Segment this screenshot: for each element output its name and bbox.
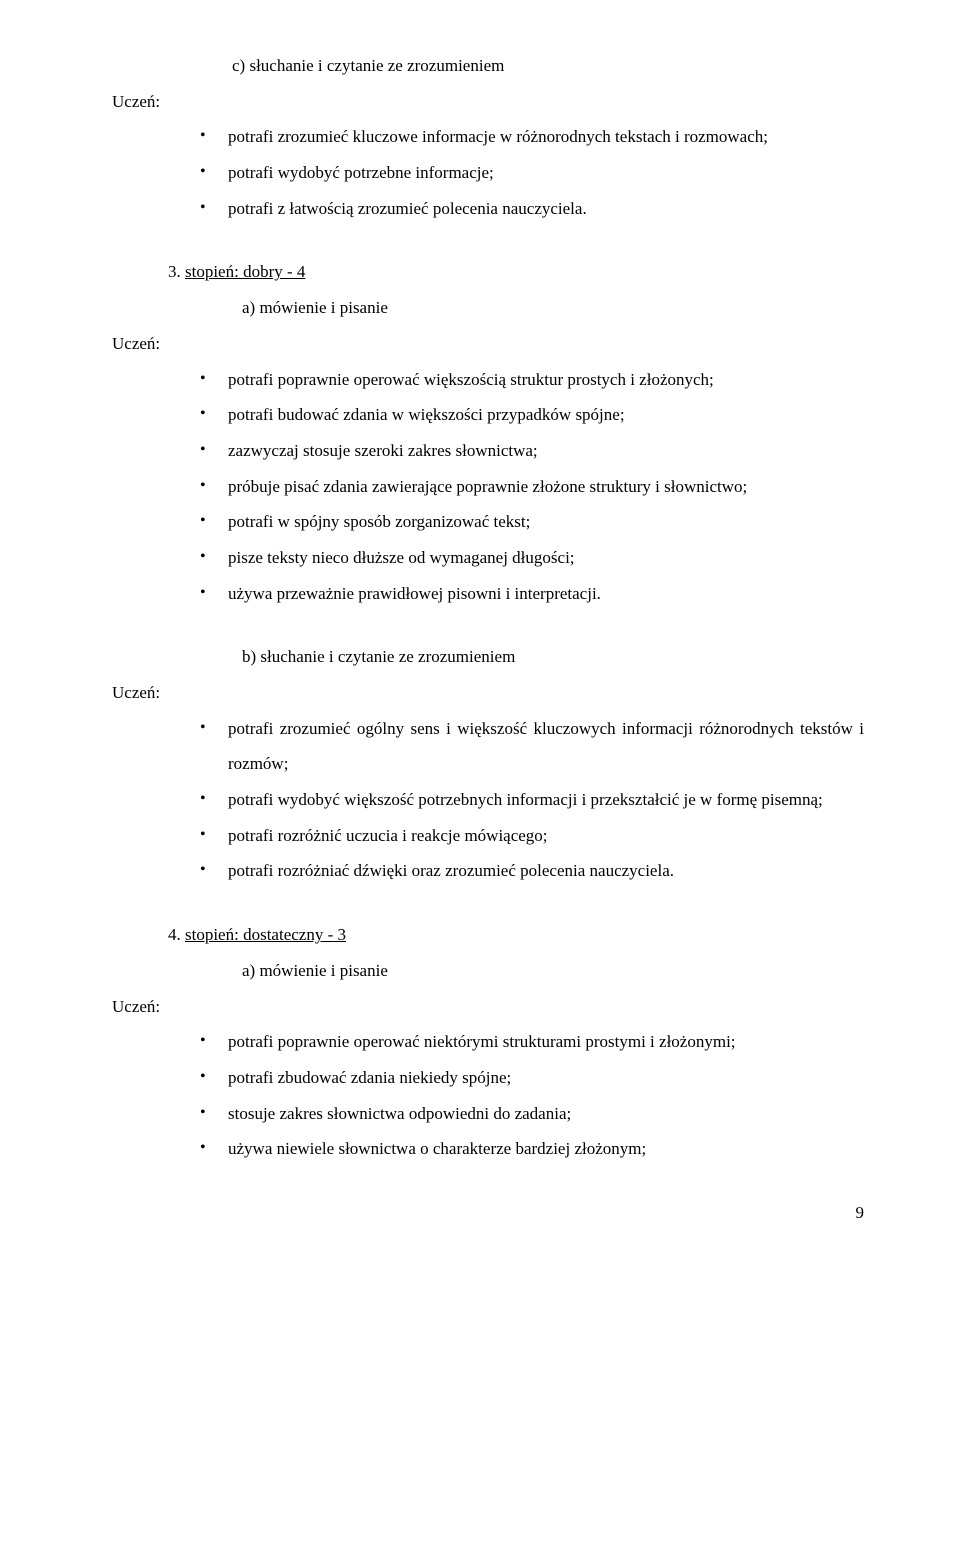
label-uczen-1: Uczeń: — [112, 84, 864, 120]
list-item: używa niewiele słownictwa o charakterze … — [200, 1131, 864, 1167]
list-item: potrafi z łatwością zrozumieć polecenia … — [200, 191, 864, 227]
heading-4: 4. stopień: dostateczny - 3 — [168, 917, 864, 953]
bullet-list-3b: potrafi zrozumieć ogólny sens i większoś… — [200, 711, 864, 889]
label-uczen-3: Uczeń: — [112, 675, 864, 711]
heading-title: stopień: dobry - 4 — [185, 262, 305, 281]
list-item: pisze teksty nieco dłuższe od wymaganej … — [200, 540, 864, 576]
list-item: potrafi rozróżniać dźwięki oraz zrozumie… — [200, 853, 864, 889]
list-item: zazwyczaj stosuje szeroki zakres słownic… — [200, 433, 864, 469]
list-item: potrafi w spójny sposób zorganizować tek… — [200, 504, 864, 540]
label-uczen-2: Uczeń: — [112, 326, 864, 362]
subsection-3b: b) słuchanie i czytanie ze zrozumieniem — [242, 639, 864, 675]
list-item: używa przeważnie prawidłowej pisowni i i… — [200, 576, 864, 612]
heading-number: 4. — [168, 925, 181, 944]
subsection-4a: a) mówienie i pisanie — [242, 953, 864, 989]
list-item: potrafi wydobyć większość potrzebnych in… — [200, 782, 864, 818]
list-item: potrafi poprawnie operować większością s… — [200, 362, 864, 398]
bullet-list-c: potrafi zrozumieć kluczowe informacje w … — [200, 119, 864, 226]
bullet-list-4a: potrafi poprawnie operować niektórymi st… — [200, 1024, 864, 1167]
list-item: potrafi poprawnie operować niektórymi st… — [200, 1024, 864, 1060]
list-item: potrafi rozróżnić uczucia i reakcje mówi… — [200, 818, 864, 854]
label-uczen-4: Uczeń: — [112, 989, 864, 1025]
list-item: potrafi zrozumieć kluczowe informacje w … — [200, 119, 864, 155]
list-item: próbuje pisać zdania zawierające poprawn… — [200, 469, 864, 505]
list-item: stosuje zakres słownictwa odpowiedni do … — [200, 1096, 864, 1132]
list-item: potrafi budować zdania w większości przy… — [200, 397, 864, 433]
list-item: potrafi zrozumieć ogólny sens i większoś… — [200, 711, 864, 782]
page-number: 9 — [112, 1195, 864, 1231]
heading-3: 3. stopień: dobry - 4 — [168, 254, 864, 290]
subsection-c-heading: c) słuchanie i czytanie ze zrozumieniem — [232, 48, 864, 84]
list-item: potrafi zbudować zdania niekiedy spójne; — [200, 1060, 864, 1096]
bullet-list-3a: potrafi poprawnie operować większością s… — [200, 362, 864, 612]
list-item: potrafi wydobyć potrzebne informacje; — [200, 155, 864, 191]
subsection-3a: a) mówienie i pisanie — [242, 290, 864, 326]
heading-number: 3. — [168, 262, 181, 281]
heading-title: stopień: dostateczny - 3 — [185, 925, 346, 944]
